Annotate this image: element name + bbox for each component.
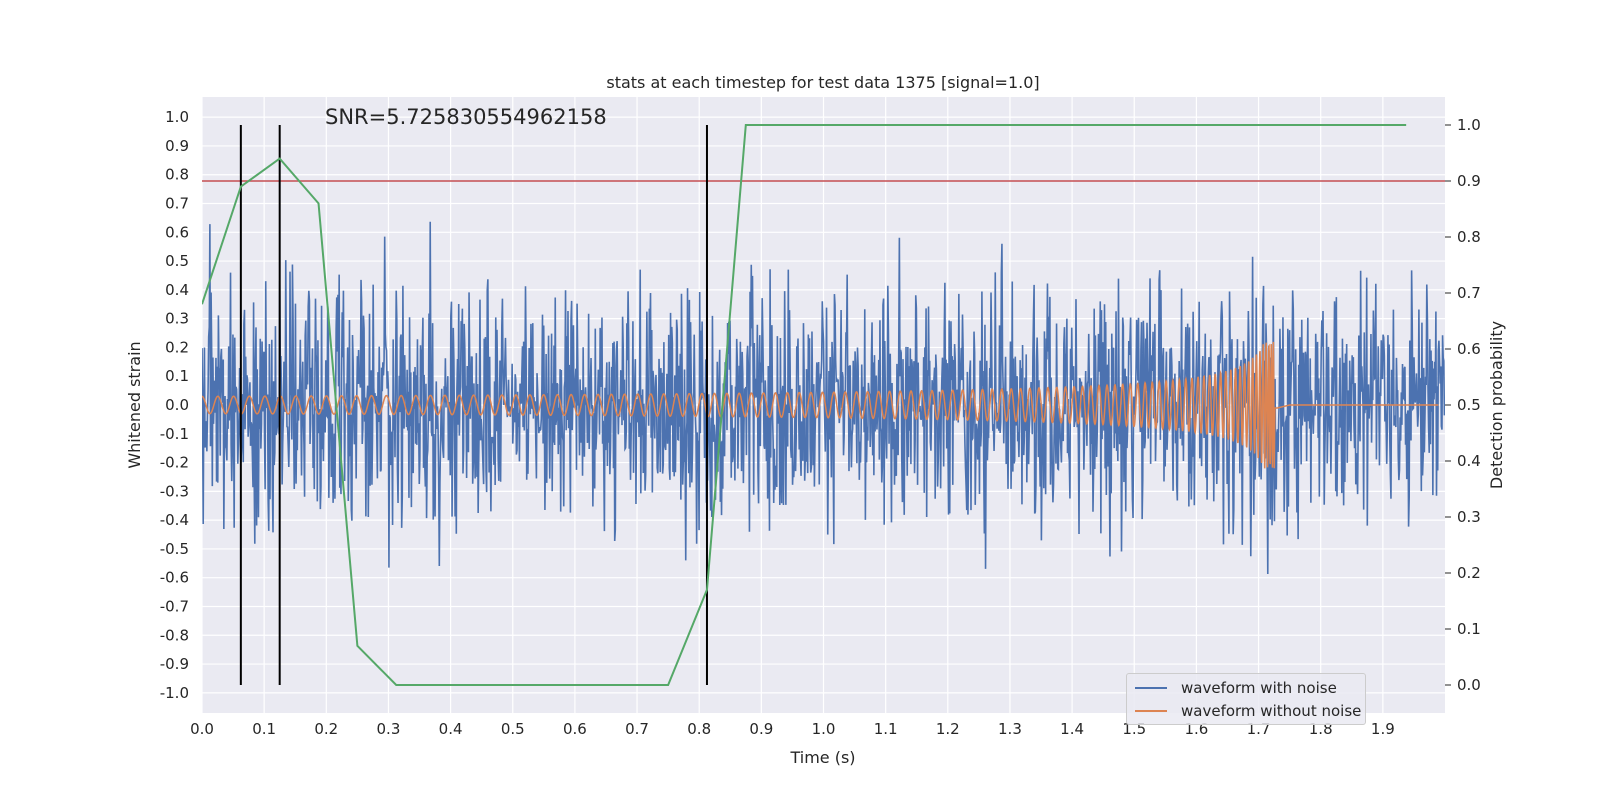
x-tick-label-0.3: 0.3: [377, 720, 401, 738]
y-left-tick-label-0.3: 0.3: [165, 310, 189, 328]
x-axis-label: Time (s): [789, 748, 855, 767]
y-right-tick-label-1.0: 1.0: [1457, 116, 1481, 134]
y-right-tick-label-0.8: 0.8: [1457, 228, 1481, 246]
y-left-tick-label-0.0: 0.0: [165, 396, 189, 414]
legend-item-noisy: waveform with noise: [1135, 678, 1337, 698]
x-tick-label-0.9: 0.9: [749, 720, 773, 738]
y-right-tick-label-0.1: 0.1: [1457, 620, 1481, 638]
y-left-tick-label-0.9: 0.9: [165, 137, 189, 155]
y-left-tick-label-0.7: 0.7: [165, 195, 189, 213]
x-tick-label-1.9: 1.9: [1371, 720, 1395, 738]
x-tick-label-0.7: 0.7: [625, 720, 649, 738]
x-tick-label-1.2: 1.2: [936, 720, 960, 738]
y-left-tick-label-0.8: 0.8: [165, 166, 189, 184]
x-tick-label-1.1: 1.1: [874, 720, 898, 738]
y-right-tick-label-0.2: 0.2: [1457, 564, 1481, 582]
x-tick-label-0.5: 0.5: [501, 720, 525, 738]
legend-label-clean: waveform without noise: [1181, 702, 1362, 720]
y-axis-left-label: Whitened strain: [125, 341, 144, 468]
x-tick-label-1.0: 1.0: [812, 720, 836, 738]
x-tick-label-1.3: 1.3: [998, 720, 1022, 738]
y-right-tick-label-0.0: 0.0: [1457, 676, 1481, 694]
legend-swatch-noisy: [1135, 687, 1167, 689]
series-waveform-with-noise: [202, 221, 1445, 575]
x-tick-label-0.0: 0.0: [190, 720, 214, 738]
y-left-tick-label-0.2: 0.2: [165, 338, 189, 356]
x-tick-label-0.4: 0.4: [439, 720, 463, 738]
legend-swatch-clean: [1135, 710, 1167, 712]
y-left-tick-label--1.0: -1.0: [160, 684, 189, 702]
y-axis-right-label: Detection probability: [1487, 321, 1506, 489]
series-waveform-without-noise: [202, 341, 1439, 469]
y-left-tick-label-0.5: 0.5: [165, 252, 189, 270]
y-left-tick-label--0.2: -0.2: [160, 454, 189, 472]
y-left-tick-label--0.4: -0.4: [160, 511, 189, 529]
x-tick-label-0.2: 0.2: [314, 720, 338, 738]
x-tick-label-0.8: 0.8: [687, 720, 711, 738]
y-right-tick-label-0.3: 0.3: [1457, 508, 1481, 526]
y-right-tick-label-0.9: 0.9: [1457, 172, 1481, 190]
legend-label-noisy: waveform with noise: [1181, 679, 1337, 697]
chart-title: stats at each timestep for test data 137…: [606, 73, 1039, 92]
y-left-tick-label--0.8: -0.8: [160, 626, 189, 644]
y-axis-right-ticks: 1.0 0.9 0.8 0.7 0.6 0.5 0.4 0.3 0.2 0.1 0.0: [1445, 116, 1481, 694]
legend: waveform with noise waveform without noi…: [1126, 673, 1366, 725]
y-left-tick-label--0.9: -0.9: [160, 655, 189, 673]
snr-annotation: SNR=5.725830554962158: [325, 105, 607, 129]
y-left-tick-label--0.3: -0.3: [160, 482, 189, 500]
y-left-tick-label--0.1: -0.1: [160, 425, 189, 443]
y-right-tick-label-0.4: 0.4: [1457, 452, 1481, 470]
y-left-tick-label-1.0: 1.0: [165, 108, 189, 126]
series-detection-probability: [202, 124, 1407, 686]
y-axis-left-ticks: 1.0 0.9 0.8 0.7 0.6 0.5 0.4 0.3 0.2 0.1 0.0 -0.1 -0.…: [160, 108, 189, 702]
x-tick-label-1.4: 1.4: [1060, 720, 1084, 738]
legend-item-clean: waveform without noise: [1135, 701, 1361, 721]
y-right-tick-label-0.5: 0.5: [1457, 396, 1481, 414]
x-tick-label-0.6: 0.6: [563, 720, 587, 738]
y-right-tick-label-0.6: 0.6: [1457, 340, 1481, 358]
y-right-tick-label-0.7: 0.7: [1457, 284, 1481, 302]
y-left-tick-label-0.4: 0.4: [165, 281, 189, 299]
y-left-tick-label-0.6: 0.6: [165, 223, 189, 241]
y-left-tick-label--0.5: -0.5: [160, 540, 189, 558]
y-left-tick-label-0.1: 0.1: [165, 367, 189, 385]
x-tick-label-0.1: 0.1: [252, 720, 276, 738]
y-left-tick-label--0.6: -0.6: [160, 569, 189, 587]
y-left-tick-label--0.7: -0.7: [160, 597, 189, 615]
